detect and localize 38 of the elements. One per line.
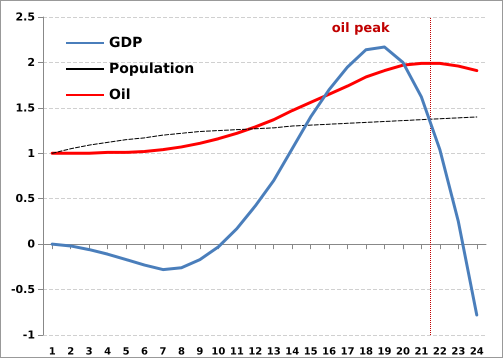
x-tick-label: 20: [396, 346, 410, 358]
x-tick-label: 16: [322, 346, 336, 358]
x-tick-label: 1: [48, 346, 56, 358]
legend-label: GDP: [109, 35, 142, 51]
x-tick-label: 21: [414, 346, 428, 358]
x-tick-label: 19: [378, 346, 392, 358]
y-tick-label: 0.5: [16, 192, 35, 206]
line-series: [52, 116, 478, 154]
x-tick-label: 9: [196, 346, 204, 358]
x-tick-label: 24: [470, 346, 484, 358]
x-tick-label: 6: [141, 346, 148, 358]
legend-label: Oil: [109, 87, 130, 103]
y-tick-label: 1: [27, 146, 35, 160]
y-tick-label: -1: [22, 328, 35, 342]
x-tick-label: 2: [67, 346, 74, 358]
line-series: [50, 62, 478, 155]
y-tick-label: -0.5: [10, 283, 35, 296]
x-tick-label: 3: [86, 346, 93, 358]
x-tick-label: 23: [451, 346, 466, 358]
y-tick-label: 1.5: [16, 101, 35, 114]
y-tick-label: 0: [27, 238, 36, 251]
x-tick-label: 8: [178, 346, 185, 358]
x-tick-label: 12: [248, 346, 262, 358]
legend-label: Population: [109, 61, 194, 77]
x-tick-label: 18: [359, 346, 374, 358]
x-tick-label: 11: [230, 346, 244, 358]
y-tick-label: 2: [27, 56, 35, 69]
x-tick-label: 22: [432, 346, 447, 358]
x-tick-label: 17: [340, 346, 355, 358]
ref-line-label: oil peak: [332, 21, 390, 36]
y-tick-label: 2.5: [16, 10, 35, 24]
x-tick-label: 10: [211, 346, 226, 358]
x-tick-label: 7: [159, 346, 166, 358]
x-tick-label: 14: [285, 346, 300, 358]
x-tick-label: 13: [266, 346, 281, 358]
x-tick-label: 4: [104, 346, 112, 358]
x-tick-label: 5: [122, 346, 130, 358]
x-tick-label: 15: [304, 346, 318, 358]
